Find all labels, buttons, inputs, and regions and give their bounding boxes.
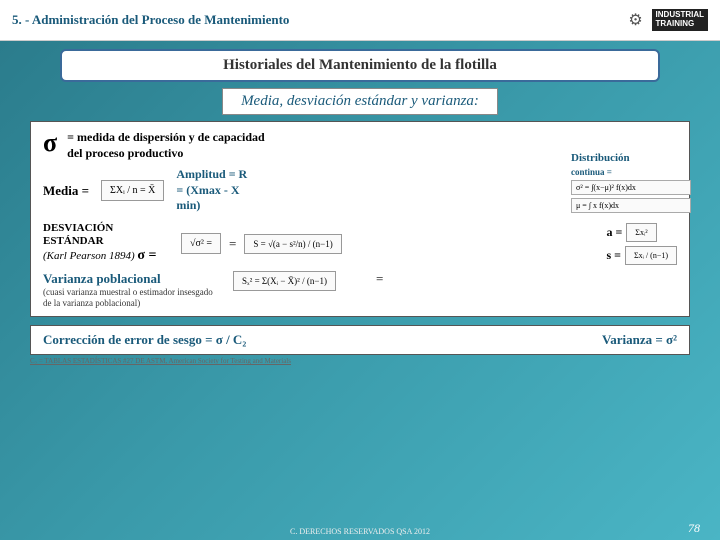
copyright: C. DERECHOS RESERVADOS QSA 2012: [290, 527, 430, 536]
distribution-box: Distribución continua = σ² = ∫(x−μ)² f(x…: [571, 152, 691, 216]
media-formula: ΣXᵢ / n = X̄: [101, 180, 164, 201]
a-label: a =: [606, 225, 622, 240]
varianza-text: Varianza = σ²: [602, 332, 677, 348]
gear-icon: ⚙: [624, 8, 648, 32]
var-sub: (cuasi varianza muestral o estimador ins…: [43, 287, 223, 309]
std-f2: S = √(a − s²/n) / (n−1): [244, 234, 341, 254]
dist-title: Distribución: [571, 152, 691, 164]
dist-sub: continua =: [571, 167, 691, 177]
logo-line2: TRAINING: [656, 20, 704, 29]
amp-line1: Amplitud = R: [176, 167, 286, 183]
std-label: DESVIACIÓN ESTÁNDAR (Karl Pearson 1894) …: [43, 222, 173, 265]
logo-text: INDUSTRIAL TRAINING: [652, 9, 708, 31]
media-label: Media =: [43, 183, 89, 199]
s-formula: Σxᵢ / (n−1): [625, 246, 677, 265]
sigma-desc1: = medida de dispersión y de capacidad: [67, 130, 265, 146]
sub-banner: Media, desviación estándar y varianza:: [222, 88, 498, 115]
dist-formula2: μ = ∫ x f(x)dx: [571, 198, 691, 213]
var-label: Varianza poblacional (cuasi varianza mue…: [43, 271, 223, 308]
dist-formula1: σ² = ∫(x−μ)² f(x)dx: [571, 180, 691, 195]
main-banner: Historiales del Mantenimiento de la flot…: [60, 49, 660, 82]
a-formula: Σxᵢ²: [626, 223, 656, 242]
std-eq: =: [229, 236, 236, 252]
std-l1: DESVIACIÓN: [43, 222, 173, 235]
var-formula: Sₓ² = Σ(Xᵢ − X̄)² / (n−1): [233, 271, 336, 291]
correction-row: Corrección de error de sesgo = σ / C₂ Va…: [30, 325, 690, 355]
correction-text: Corrección de error de sesgo = σ / C₂: [43, 332, 246, 348]
std-l2: ESTÁNDAR: [43, 235, 173, 248]
logo: ⚙ INDUSTRIAL TRAINING: [624, 8, 708, 32]
sigma-desc2: del proceso productivo: [67, 146, 265, 162]
variance-row: Varianza poblacional (cuasi varianza mue…: [43, 271, 677, 308]
std-sigma: σ =: [137, 248, 156, 263]
section-title: 5. - Administración del Proceso de Mante…: [12, 12, 289, 28]
page-number: 78: [688, 521, 700, 536]
std-f1: √σ² =: [181, 233, 221, 254]
sigma-symbol: σ: [43, 130, 57, 156]
amp-line2: = (Xmax - X: [176, 183, 286, 199]
s-label: s =: [606, 248, 621, 263]
amplitude-box: Amplitud = R = (Xmax - X min): [176, 167, 286, 214]
amp-line3: min): [176, 198, 286, 214]
header: 5. - Administración del Proceso de Mante…: [0, 0, 720, 41]
std-row: DESVIACIÓN ESTÁNDAR (Karl Pearson 1894) …: [43, 222, 677, 265]
std-l3: (Karl Pearson 1894): [43, 250, 135, 262]
footnote: C₂ = TABLAS ESTADÍSTICAS #27 DE ASTM, Am…: [30, 357, 690, 365]
var-title: Varianza poblacional: [43, 271, 223, 287]
content-box: σ = medida de dispersión y de capacidad …: [30, 121, 690, 317]
var-eq: =: [376, 271, 383, 287]
